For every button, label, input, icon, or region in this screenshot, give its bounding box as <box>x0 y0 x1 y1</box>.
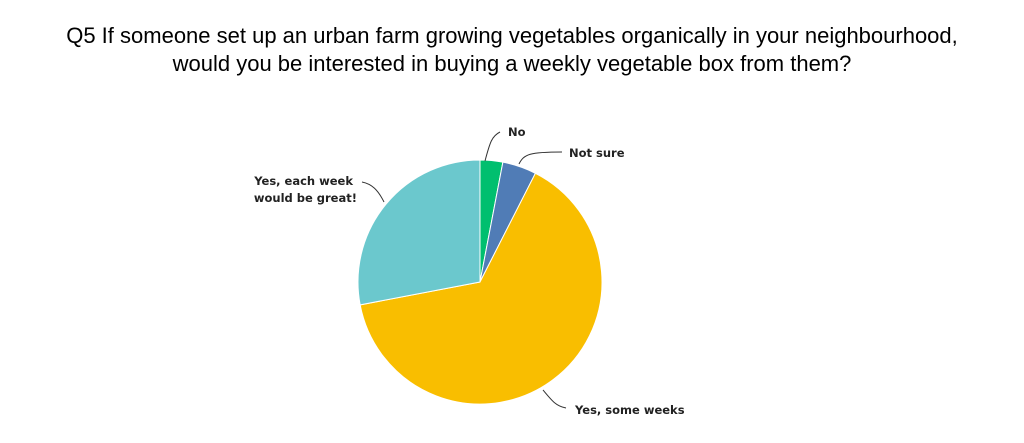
pie-slice-yes-each-week <box>357 159 481 306</box>
chart-title-line-2: would you be interested in buying a week… <box>172 51 852 76</box>
leader-line-yes-each-week <box>361 181 385 203</box>
chart-title: Q5 If someone set up an urban farm growi… <box>0 22 1024 78</box>
leader-lines <box>361 131 567 409</box>
leader-line-no <box>484 131 501 162</box>
pie-slices <box>357 159 603 405</box>
leader-line-yes-some-weeks <box>542 389 567 409</box>
chart-title-line-1: Q5 If someone set up an urban farm growi… <box>66 23 958 48</box>
slice-labels: No Not sure Yes, some weeks Yes, each we… <box>253 125 684 417</box>
slice-label-yes-some-weeks: Yes, some weeks <box>574 403 685 417</box>
slice-label-not-sure: Not sure <box>569 146 625 160</box>
pie-slice-yes-some-weeks <box>359 172 603 405</box>
slice-label-yes-each-week: Yes, each week would be great! <box>253 174 357 205</box>
slice-label-no: No <box>508 125 526 139</box>
leader-line-not-sure <box>518 151 563 165</box>
